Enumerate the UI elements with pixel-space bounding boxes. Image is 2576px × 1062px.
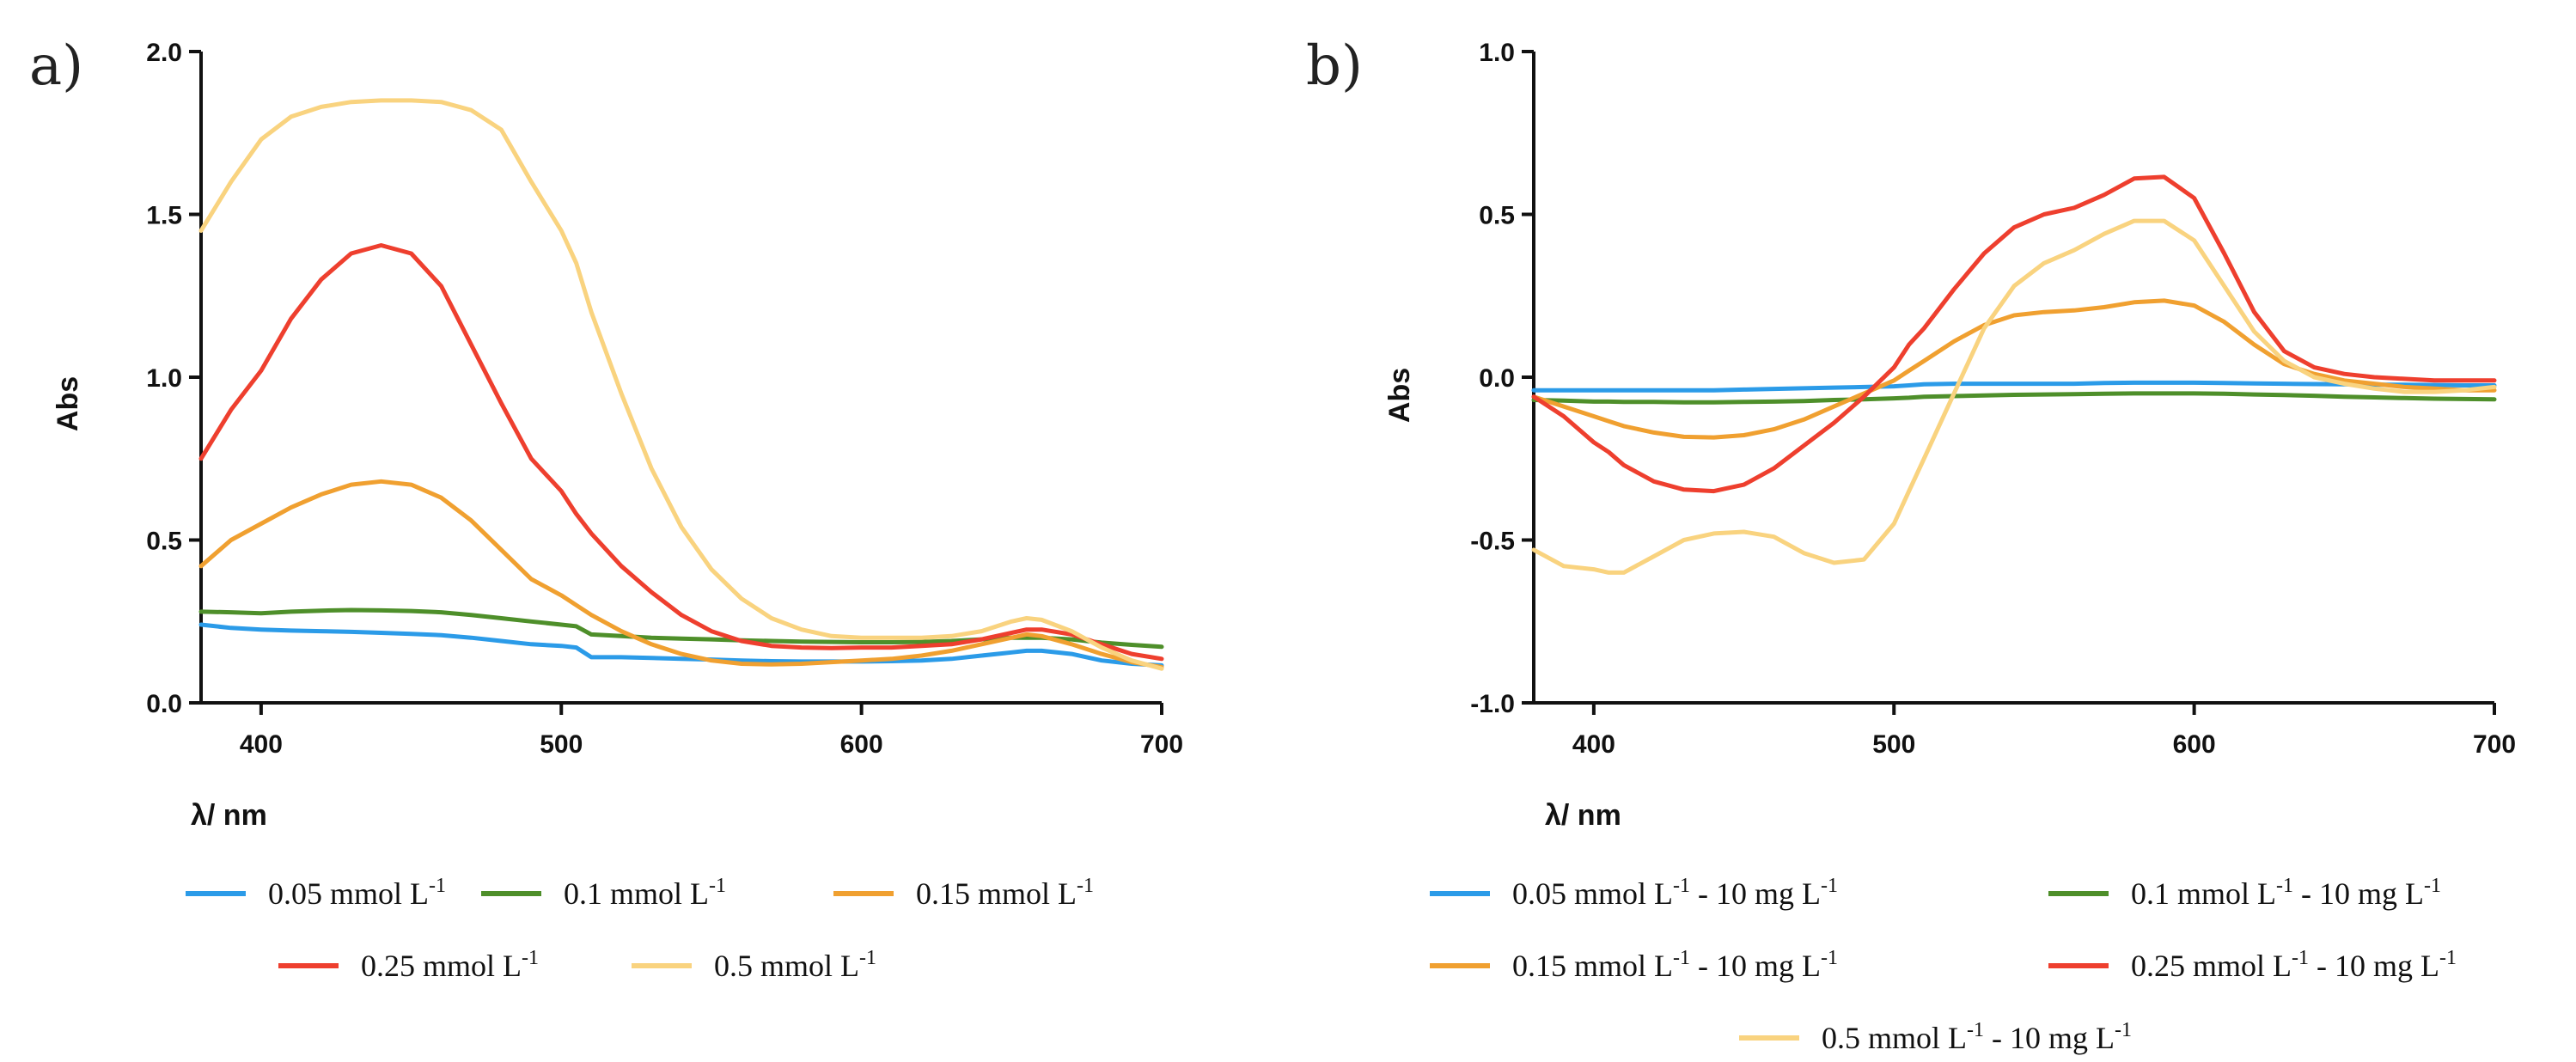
y-tick-label: -1.0 — [1470, 690, 1515, 718]
x-tick-label: 400 — [1572, 730, 1615, 759]
legend-label: 0.05 mmol L-1 - 10 mg L-1 — [1512, 875, 1838, 911]
panel-b-series — [1531, 174, 2497, 575]
legend-label: 0.5 mmol L-1 — [714, 947, 876, 983]
panel-b-ylabel: Abs — [1383, 368, 1416, 423]
legend-item-2: 0.1 mmol L-1 — [481, 875, 726, 911]
y-tick-label: 0.0 — [1479, 364, 1515, 393]
panel-a-series — [198, 98, 1164, 671]
x-tick-label: 600 — [840, 730, 883, 759]
panel-a-ylabel: Abs — [52, 376, 84, 431]
panel-a-xlabel: λ/ nm — [191, 799, 267, 832]
y-tick-label: 0.5 — [146, 528, 182, 556]
y-tick-label: 1.0 — [146, 364, 182, 393]
series-line-4 — [198, 243, 1164, 662]
panel-a: a) Abs λ/ nm 0.0 0.5 1.0 1.5 2.0 400 500 600 700… — [29, 34, 1183, 983]
legend-label: 0.15 mmol L-1 - 10 mg L-1 — [1512, 947, 1838, 983]
series-line-3 — [198, 479, 1164, 669]
x-tick-label: 700 — [2473, 730, 2516, 759]
x-tick-label: 500 — [540, 730, 583, 759]
series-line-4 — [1531, 174, 2497, 494]
panel-b-legend: 0.05 mmol L-1 - 10 mg L-1 0.1 mmol L-1 - … — [1430, 875, 2457, 1055]
legend-item-2: 0.1 mmol L-1 - 10 mg L-1 — [2048, 875, 2441, 911]
legend-label: 0.5 mmol L-1 - 10 mg L-1 — [1822, 1019, 2132, 1055]
legend-item-4: 0.25 mmol L-1 - 10 mg L-1 — [2048, 947, 2457, 983]
legend-item-5: 0.5 mmol L-1 - 10 mg L-1 — [1739, 1019, 2132, 1055]
panel-b-label: b) — [1306, 34, 1363, 98]
legend-item-3: 0.15 mmol L-1 - 10 mg L-1 — [1430, 947, 1838, 983]
y-tick-label: 1.5 — [146, 202, 182, 230]
x-tick-label: 500 — [1872, 730, 1915, 759]
series-line-1 — [198, 622, 1164, 668]
legend-item-5: 0.5 mmol L-1 — [632, 947, 876, 983]
series-line-1 — [1531, 380, 2497, 393]
panel-a-label: a) — [29, 34, 83, 98]
legend-label: 0.1 mmol L-1 - 10 mg L-1 — [2131, 875, 2441, 911]
legend-label: 0.1 mmol L-1 — [564, 875, 726, 911]
series-line-2 — [1531, 391, 2497, 405]
panel-b: b) Abs λ/ nm -1.0 -0.5 0.0 0.5 1.0 400 500 600 7… — [1306, 34, 2516, 1055]
legend-label: 0.25 mmol L-1 — [361, 947, 539, 983]
y-tick-label: 1.0 — [1479, 39, 1515, 67]
legend-item-1: 0.05 mmol L-1 - 10 mg L-1 — [1430, 875, 1838, 911]
legend-item-1: 0.05 mmol L-1 — [186, 875, 446, 911]
series-line-5 — [198, 98, 1164, 671]
legend-item-4: 0.25 mmol L-1 — [278, 947, 539, 983]
y-tick-label: 0.5 — [1479, 202, 1515, 230]
y-tick-label: 0.0 — [146, 690, 182, 718]
x-tick-label: 400 — [240, 730, 283, 759]
legend-label: 0.15 mmol L-1 — [916, 875, 1094, 911]
panel-b-axes: -1.0 -0.5 0.0 0.5 1.0 400 500 600 700 — [1470, 39, 2516, 759]
panel-a-axes: 0.0 0.5 1.0 1.5 2.0 400 500 600 700 — [146, 39, 1183, 759]
x-tick-label: 600 — [2173, 730, 2216, 759]
y-tick-label: 2.0 — [146, 39, 182, 67]
series-line-5 — [1531, 218, 2497, 575]
y-tick-label: -0.5 — [1470, 528, 1515, 556]
legend-label: 0.25 mmol L-1 - 10 mg L-1 — [2131, 947, 2457, 983]
x-tick-label: 700 — [1140, 730, 1183, 759]
panel-a-legend: 0.05 mmol L-1 0.1 mmol L-1 0.15 mmol L-1 0.… — [186, 875, 1094, 983]
legend-label: 0.05 mmol L-1 — [268, 875, 446, 911]
panel-b-xlabel: λ/ nm — [1545, 799, 1621, 832]
legend-item-3: 0.15 mmol L-1 — [833, 875, 1094, 911]
